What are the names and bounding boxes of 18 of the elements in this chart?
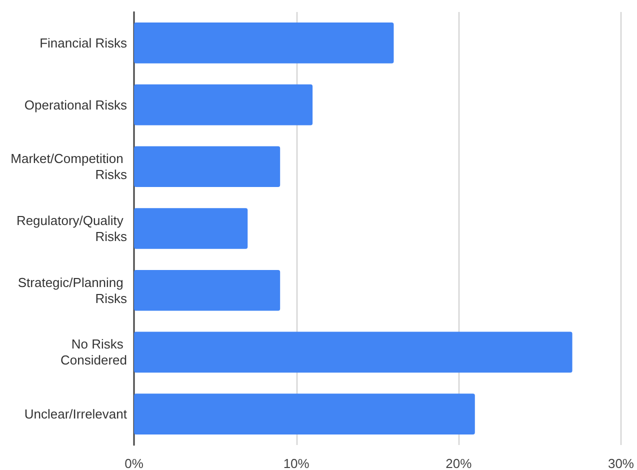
y-tick-label: No Risks Considered [60, 336, 127, 368]
bar [134, 394, 475, 434]
y-tick-label: Operational Risks [24, 97, 128, 112]
y-tick-label: Market/Competition Risks [10, 151, 128, 182]
y-tick-label: Financial Risks [40, 35, 128, 50]
bar [134, 84, 313, 126]
bar [134, 22, 394, 64]
y-tick-label: Unclear/Irrelevant [24, 406, 128, 422]
x-tick-label: 30% [608, 456, 634, 470]
bar [134, 270, 280, 311]
x-tick-label: 20% [446, 456, 472, 470]
x-tick-label: 10% [283, 456, 310, 470]
x-tick-label: 0% [124, 456, 144, 470]
bar [134, 146, 280, 188]
y-tick-label: Strategic/Planning Risks [18, 274, 128, 306]
bar [134, 332, 572, 373]
bar [134, 208, 248, 249]
y-tick-label: Regulatory/Quality Risks [16, 213, 128, 244]
